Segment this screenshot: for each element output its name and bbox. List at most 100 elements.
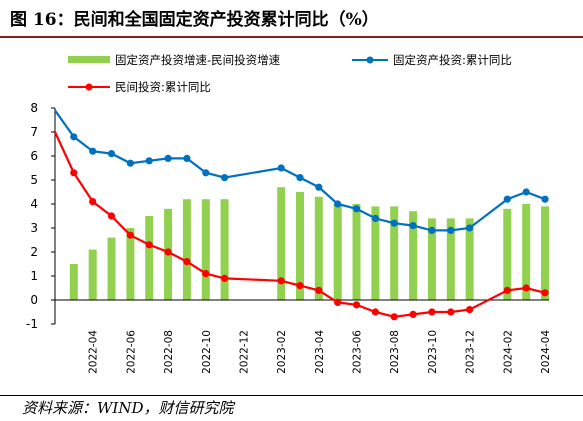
source-divider — [0, 395, 583, 396]
point-fai-2022-05 — [107, 150, 116, 158]
x-tick-label-2022-08: 2022-08 — [163, 330, 175, 374]
point-fai-2022-06 — [126, 159, 134, 167]
bar-2024-03 — [522, 204, 531, 300]
point-fai-2022-11 — [221, 174, 229, 182]
title-divider — [0, 36, 583, 38]
bar-2023-12 — [465, 218, 474, 300]
bar-2023-08 — [390, 206, 399, 300]
point-fai-2022-04 — [89, 147, 97, 155]
source-note: 资料来源：WIND，财信研究院 — [22, 399, 234, 417]
y-tick-label--1: -1 — [26, 317, 38, 331]
bar-2023-09 — [409, 211, 418, 300]
x-tick-label-2023-02: 2023-02 — [276, 330, 288, 374]
bar-2023-11 — [446, 218, 455, 300]
legend: 固定资产投资增速-民间投资增速 固定资产投资:累计同比 民间投资:累计同比 — [68, 53, 512, 94]
point-private-2022-04 — [89, 198, 97, 206]
point-private-2024-02 — [503, 286, 511, 294]
point-private-2023-04 — [315, 286, 323, 294]
bar-2023-07 — [371, 206, 380, 300]
point-fai-2024-02 — [503, 195, 511, 203]
point-private-2023-08 — [390, 313, 398, 321]
x-tick-label-2023-04: 2023-04 — [314, 330, 326, 374]
x-tick-label-2022-04: 2022-04 — [88, 330, 100, 374]
bar-2023-02 — [277, 187, 286, 300]
point-private-2023-07 — [371, 308, 379, 316]
point-private-2023-10 — [428, 308, 436, 316]
point-private-2023-09 — [409, 310, 417, 318]
bar-2022-10 — [201, 199, 210, 300]
bar-2023-03 — [296, 192, 304, 300]
point-fai-2023-05 — [334, 200, 342, 208]
point-private-2023-02 — [277, 277, 285, 285]
point-private-2024-03 — [522, 284, 530, 292]
x-tick-label-2023-10: 2023-10 — [427, 330, 439, 374]
point-fai-2023-07 — [371, 214, 379, 222]
bar-2022-04 — [88, 249, 97, 300]
legend-marker-fai — [366, 56, 374, 64]
bar-2022-03 — [69, 264, 78, 300]
point-fai-2022-07 — [145, 157, 153, 165]
y-tick-label-0: 0 — [30, 293, 38, 307]
point-private-2022-03 — [70, 169, 78, 177]
bar-2022-09 — [182, 199, 191, 300]
x-tick-label-2024-04: 2024-04 — [540, 330, 552, 374]
point-fai-2022-08 — [164, 154, 172, 162]
y-tick-label-3: 3 — [30, 221, 38, 235]
point-fai-2023-06 — [352, 205, 361, 213]
x-tick-label-2024-02: 2024-02 — [502, 330, 514, 374]
y-tick-label-8: 8 — [30, 101, 38, 115]
point-private-2022-10 — [202, 270, 210, 278]
figure-title: 图 16：民间和全国固定资产投资累计同比（%） — [10, 10, 379, 30]
point-fai-2023-11 — [447, 226, 455, 234]
legend-label-private: 民间投资:累计同比 — [115, 80, 211, 94]
point-private-2022-08 — [164, 248, 172, 256]
y-tick-label-7: 7 — [30, 125, 38, 139]
bar-2023-06 — [352, 204, 361, 300]
bar-2024-02 — [503, 208, 512, 300]
legend-swatch-diff — [68, 56, 110, 63]
bar-2023-04 — [314, 196, 323, 300]
x-tick-label-2022-10: 2022-10 — [201, 330, 213, 374]
point-private-2023-12 — [466, 306, 474, 314]
point-fai-2023-12 — [466, 224, 474, 232]
point-fai-2023-10 — [428, 226, 436, 234]
point-private-2022-09 — [183, 258, 191, 266]
y-tick-label-1: 1 — [30, 269, 38, 283]
point-fai-2022-10 — [202, 169, 210, 177]
x-tick-label-2023-12: 2023-12 — [465, 330, 477, 374]
bar-2023-05 — [333, 204, 342, 300]
plot-area: -1 0 1 2 3 4 5 6 7 8 2022-04 2022-06 2022-08 2022-10 2… — [26, 101, 552, 374]
point-fai-2023-04 — [315, 183, 323, 191]
bar-2022-11 — [220, 199, 229, 300]
point-fai-2023-03 — [296, 174, 304, 182]
y-tick-label-6: 6 — [30, 149, 38, 163]
y-tick-label-5: 5 — [30, 173, 38, 187]
point-private-2022-06 — [126, 231, 134, 239]
point-private-2023-05 — [334, 298, 342, 306]
point-private-2023-06 — [352, 301, 361, 309]
x-tick-label-2022-06: 2022-06 — [125, 330, 137, 374]
y-tick-label-4: 4 — [30, 197, 38, 211]
point-private-2024-04 — [541, 289, 549, 297]
point-private-2023-03 — [296, 282, 304, 290]
point-fai-2022-03 — [70, 133, 78, 141]
legend-label-diff: 固定资产投资增速-民间投资增速 — [115, 53, 281, 67]
bar-2024-04 — [541, 206, 549, 300]
point-fai-2023-02 — [277, 164, 285, 172]
legend-label-fai: 固定资产投资:累计同比 — [393, 53, 512, 67]
point-private-2022-07 — [145, 241, 153, 249]
point-fai-2024-03 — [522, 188, 530, 196]
point-private-2022-11 — [221, 274, 229, 282]
point-fai-2023-08 — [390, 219, 398, 227]
point-private-2023-11 — [447, 308, 455, 316]
x-tick-label-2023-08: 2023-08 — [389, 330, 401, 374]
bar-2022-05 — [107, 237, 116, 300]
legend-marker-private — [85, 83, 93, 91]
point-fai-2024-04 — [541, 195, 549, 203]
bar-2022-06 — [126, 228, 135, 300]
y-tick-label-2: 2 — [30, 245, 38, 259]
x-tick-label-2022-12: 2022-12 — [238, 330, 250, 374]
bar-2023-10 — [427, 218, 436, 300]
x-tick-label-2023-06: 2023-06 — [352, 330, 364, 374]
point-fai-2022-09 — [183, 154, 191, 162]
